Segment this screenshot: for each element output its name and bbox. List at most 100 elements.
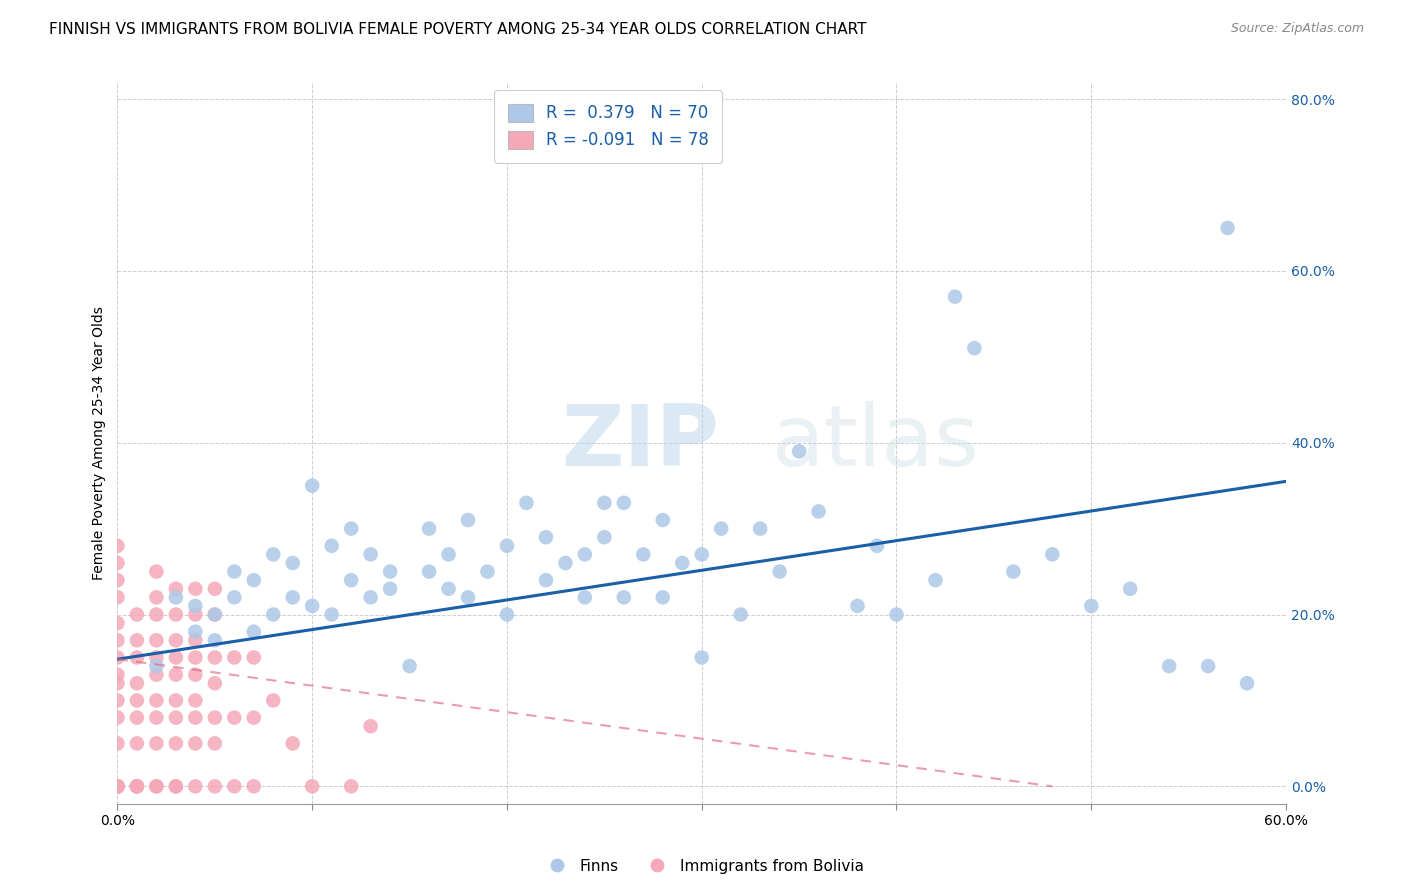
Point (281, 591, 304, 605)
Point (846, 599, 869, 613)
Text: Source: ZipAtlas.com: Source: ZipAtlas.com (1230, 22, 1364, 36)
Point (107, 693, 129, 707)
Point (224, 650, 246, 665)
Point (165, 667, 187, 681)
Point (690, 650, 713, 665)
Point (145, 780, 167, 794)
Point (184, 736, 207, 750)
Point (165, 780, 187, 794)
Point (360, 591, 382, 605)
Point (534, 573, 557, 587)
Point (107, 780, 129, 794)
Point (165, 633, 187, 648)
Point (184, 599, 207, 613)
Point (107, 780, 129, 794)
Point (1080, 599, 1102, 613)
Point (301, 599, 323, 613)
Point (1002, 565, 1025, 579)
Point (165, 693, 187, 707)
Point (204, 711, 226, 725)
Point (107, 780, 129, 794)
Y-axis label: Female Poverty Among 25-34 Year Olds: Female Poverty Among 25-34 Year Olds (93, 306, 107, 580)
Point (184, 667, 207, 681)
Point (107, 711, 129, 725)
Point (107, 539, 129, 553)
Point (204, 633, 226, 648)
Point (224, 591, 246, 605)
Point (165, 736, 187, 750)
Point (924, 573, 946, 587)
Point (107, 616, 129, 631)
Point (145, 711, 167, 725)
Point (165, 650, 187, 665)
Point (125, 693, 148, 707)
Point (769, 565, 792, 579)
Point (496, 607, 519, 622)
Point (125, 780, 148, 794)
Point (360, 719, 382, 733)
Point (242, 711, 264, 725)
Point (1040, 548, 1063, 562)
Point (242, 650, 264, 665)
Point (671, 556, 693, 570)
Point (477, 565, 499, 579)
Point (281, 736, 304, 750)
Point (145, 650, 167, 665)
Point (262, 548, 284, 562)
Point (204, 780, 226, 794)
Text: atlas: atlas (772, 401, 980, 484)
Point (165, 607, 187, 622)
Point (145, 565, 167, 579)
Point (224, 780, 246, 794)
Point (886, 607, 908, 622)
Point (184, 582, 207, 596)
Point (204, 676, 226, 690)
Point (457, 513, 479, 527)
Point (613, 591, 636, 605)
Point (145, 607, 167, 622)
Point (242, 624, 264, 639)
Point (301, 478, 323, 492)
Point (534, 530, 557, 544)
Point (184, 693, 207, 707)
Point (145, 667, 167, 681)
Point (321, 539, 343, 553)
Point (184, 633, 207, 648)
Point (107, 667, 129, 681)
Point (418, 522, 440, 536)
Point (554, 556, 576, 570)
Point (224, 565, 246, 579)
Point (204, 582, 226, 596)
Point (125, 650, 148, 665)
Point (515, 496, 537, 510)
Point (574, 591, 596, 605)
Point (730, 607, 752, 622)
Point (125, 711, 148, 725)
Point (1216, 221, 1239, 235)
Point (1119, 582, 1142, 596)
Point (398, 659, 420, 673)
Point (184, 607, 207, 622)
Text: FINNISH VS IMMIGRANTS FROM BOLIVIA FEMALE POVERTY AMONG 25-34 YEAR OLDS CORRELAT: FINNISH VS IMMIGRANTS FROM BOLIVIA FEMAL… (49, 22, 866, 37)
Point (613, 496, 636, 510)
Point (418, 565, 440, 579)
Point (165, 582, 187, 596)
Point (593, 530, 616, 544)
Point (204, 607, 226, 622)
Point (262, 693, 284, 707)
Point (321, 607, 343, 622)
Point (242, 573, 264, 587)
Point (145, 591, 167, 605)
Point (107, 676, 129, 690)
Point (184, 624, 207, 639)
Point (378, 582, 401, 596)
Point (145, 693, 167, 707)
Point (437, 582, 460, 596)
Point (437, 548, 460, 562)
Point (651, 513, 673, 527)
Point (145, 659, 167, 673)
Point (107, 780, 129, 794)
Point (340, 573, 363, 587)
Point (107, 573, 129, 587)
Point (204, 607, 226, 622)
